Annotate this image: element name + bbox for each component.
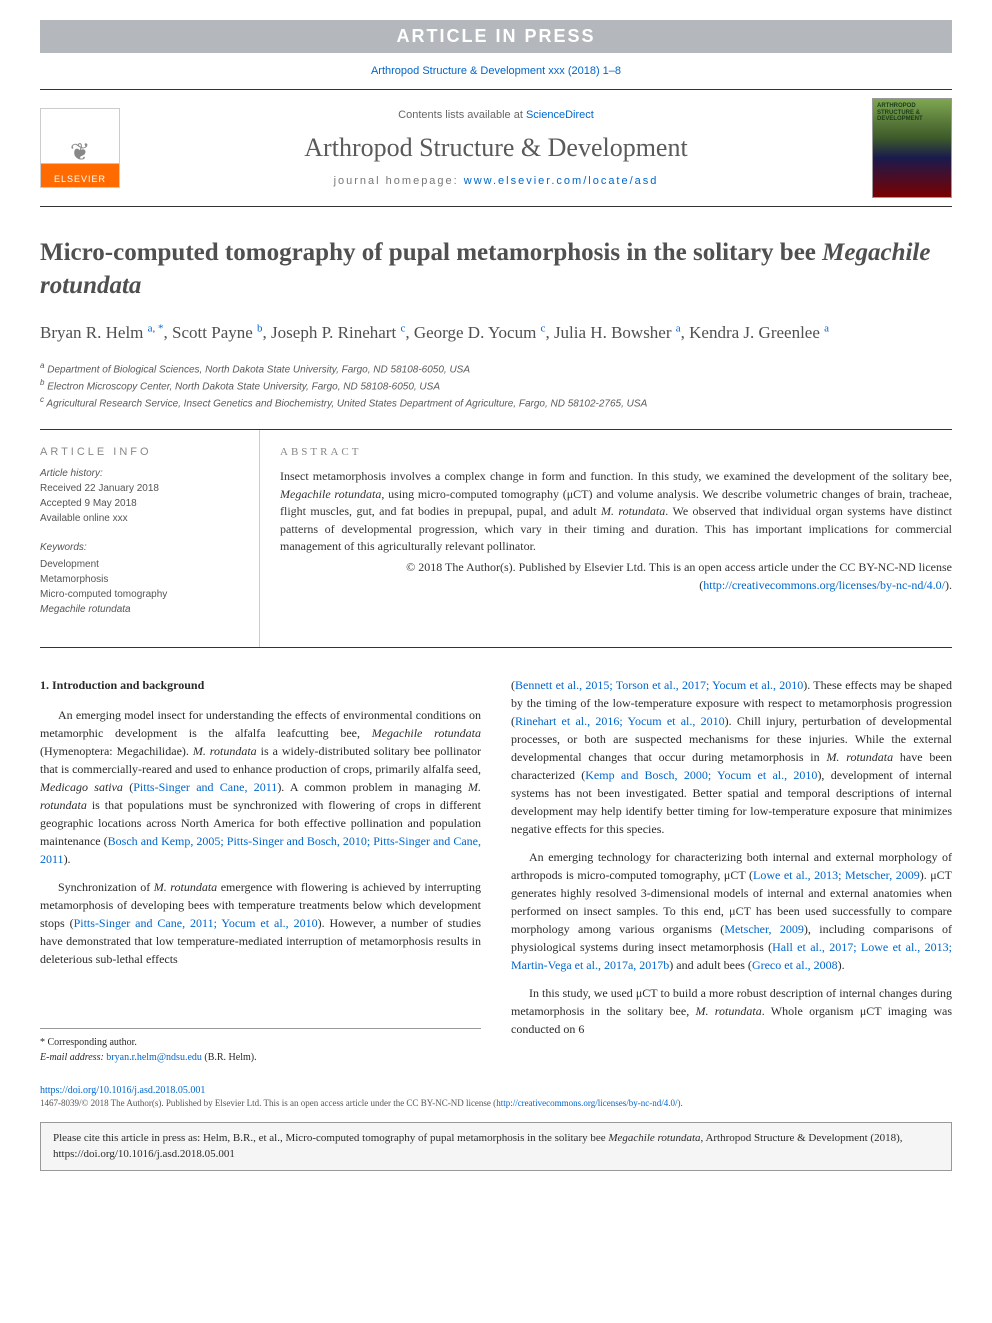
affiliations: a Department of Biological Sciences, Nor…: [40, 360, 952, 412]
doi-line: https://doi.org/10.1016/j.asd.2018.05.00…: [40, 1085, 952, 1096]
elsevier-text: ELSEVIER: [51, 171, 109, 187]
section-heading-intro: 1. Introduction and background: [40, 676, 481, 694]
abstract-copyright-suffix: ).: [945, 578, 952, 592]
article-info-heading: ARTICLE INFO: [40, 446, 243, 458]
keywords-block: Keywords: DevelopmentMetamorphosisMicro-…: [40, 540, 243, 617]
body-paragraph: An emerging technology for characterizin…: [511, 848, 952, 974]
abstract-body: Insect metamorphosis involves a complex …: [280, 469, 952, 553]
authors-list: Bryan R. Helm a, *, Scott Payne b, Josep…: [40, 320, 952, 346]
keyword-line: Metamorphosis: [40, 572, 243, 587]
body-paragraph: An emerging model insect for understandi…: [40, 706, 481, 868]
body-column-left: 1. Introduction and background An emergi…: [40, 676, 481, 1065]
bottom-license-link[interactable]: http://creativecommons.org/licenses/by-n…: [496, 1098, 677, 1108]
header-center: Contents lists available at ScienceDirec…: [120, 109, 872, 187]
history-line: Available online xxx: [40, 511, 243, 526]
email-line: E-mail address: bryan.r.helm@ndsu.edu (B…: [40, 1050, 481, 1065]
body-column-right: (Bennett et al., 2015; Torson et al., 20…: [511, 676, 952, 1065]
bottom-copyright-text: 1467-8039/© 2018 The Author(s). Publishe…: [40, 1098, 496, 1108]
info-abstract-row: ARTICLE INFO Article history: Received 2…: [40, 430, 952, 648]
article-in-press-banner: ARTICLE IN PRESS: [40, 20, 952, 53]
keyword-line: Micro-computed tomography: [40, 587, 243, 602]
abstract-text: Insect metamorphosis involves a complex …: [280, 468, 952, 594]
email-label: E-mail address:: [40, 1052, 106, 1063]
email-suffix: (B.R. Helm).: [202, 1052, 257, 1063]
keywords-label: Keywords:: [40, 540, 243, 555]
journal-cover-thumbnail: ARTHROPOD STRUCTURE & DEVELOPMENT: [872, 98, 952, 198]
cover-text: ARTHROPOD STRUCTURE & DEVELOPMENT: [877, 103, 951, 123]
abstract-heading: ABSTRACT: [280, 446, 952, 458]
keyword-line: Megachile rotundata: [40, 602, 243, 617]
top-citation: Arthropod Structure & Development xxx (2…: [0, 53, 992, 89]
article-info-column: ARTICLE INFO Article history: Received 2…: [40, 430, 260, 647]
affiliation-line: b Electron Microscopy Center, North Dako…: [40, 377, 952, 394]
contents-prefix: Contents lists available at: [398, 109, 526, 121]
cite-box: Please cite this article in press as: He…: [40, 1122, 952, 1171]
sciencedirect-link[interactable]: ScienceDirect: [526, 109, 594, 121]
contents-list-text: Contents lists available at ScienceDirec…: [120, 109, 872, 121]
keyword-line: Development: [40, 557, 243, 572]
homepage-prefix: journal homepage:: [334, 175, 464, 187]
bottom-copyright: 1467-8039/© 2018 The Author(s). Publishe…: [40, 1098, 952, 1108]
license-link[interactable]: http://creativecommons.org/licenses/by-n…: [703, 578, 945, 592]
history-line: Accepted 9 May 2018: [40, 496, 243, 511]
footnotes: * Corresponding author. E-mail address: …: [40, 1028, 481, 1065]
email-link[interactable]: bryan.r.helm@ndsu.edu: [106, 1052, 202, 1063]
top-citation-link[interactable]: Arthropod Structure & Development xxx (2…: [371, 65, 621, 77]
elsevier-tree-icon: ❦: [70, 138, 90, 167]
affiliation-line: c Agricultural Research Service, Insect …: [40, 394, 952, 411]
article-history-block: Article history: Received 22 January 201…: [40, 466, 243, 526]
bottom-copyright-suffix: ).: [677, 1098, 682, 1108]
abstract-column: ABSTRACT Insect metamorphosis involves a…: [260, 430, 952, 647]
history-line: Received 22 January 2018: [40, 481, 243, 496]
body-paragraph: Synchronization of M. rotundata emergenc…: [40, 878, 481, 968]
history-label: Article history:: [40, 466, 243, 481]
doi-link[interactable]: https://doi.org/10.1016/j.asd.2018.05.00…: [40, 1085, 205, 1096]
journal-name: Arthropod Structure & Development: [120, 133, 872, 163]
title-prefix: Micro-computed tomography of pupal metam…: [40, 239, 822, 266]
homepage-link[interactable]: www.elsevier.com/locate/asd: [464, 175, 659, 187]
journal-header: ❦ ELSEVIER Contents lists available at S…: [40, 89, 952, 207]
elsevier-logo: ❦ ELSEVIER: [40, 108, 120, 188]
body-paragraph: (Bennett et al., 2015; Torson et al., 20…: [511, 676, 952, 838]
body-columns: 1. Introduction and background An emergi…: [40, 676, 952, 1065]
homepage-text: journal homepage: www.elsevier.com/locat…: [120, 175, 872, 187]
affiliation-line: a Department of Biological Sciences, Nor…: [40, 360, 952, 377]
article-title: Micro-computed tomography of pupal metam…: [40, 237, 952, 302]
corresponding-author: * Corresponding author.: [40, 1035, 481, 1050]
body-paragraph: In this study, we used μCT to build a mo…: [511, 984, 952, 1038]
